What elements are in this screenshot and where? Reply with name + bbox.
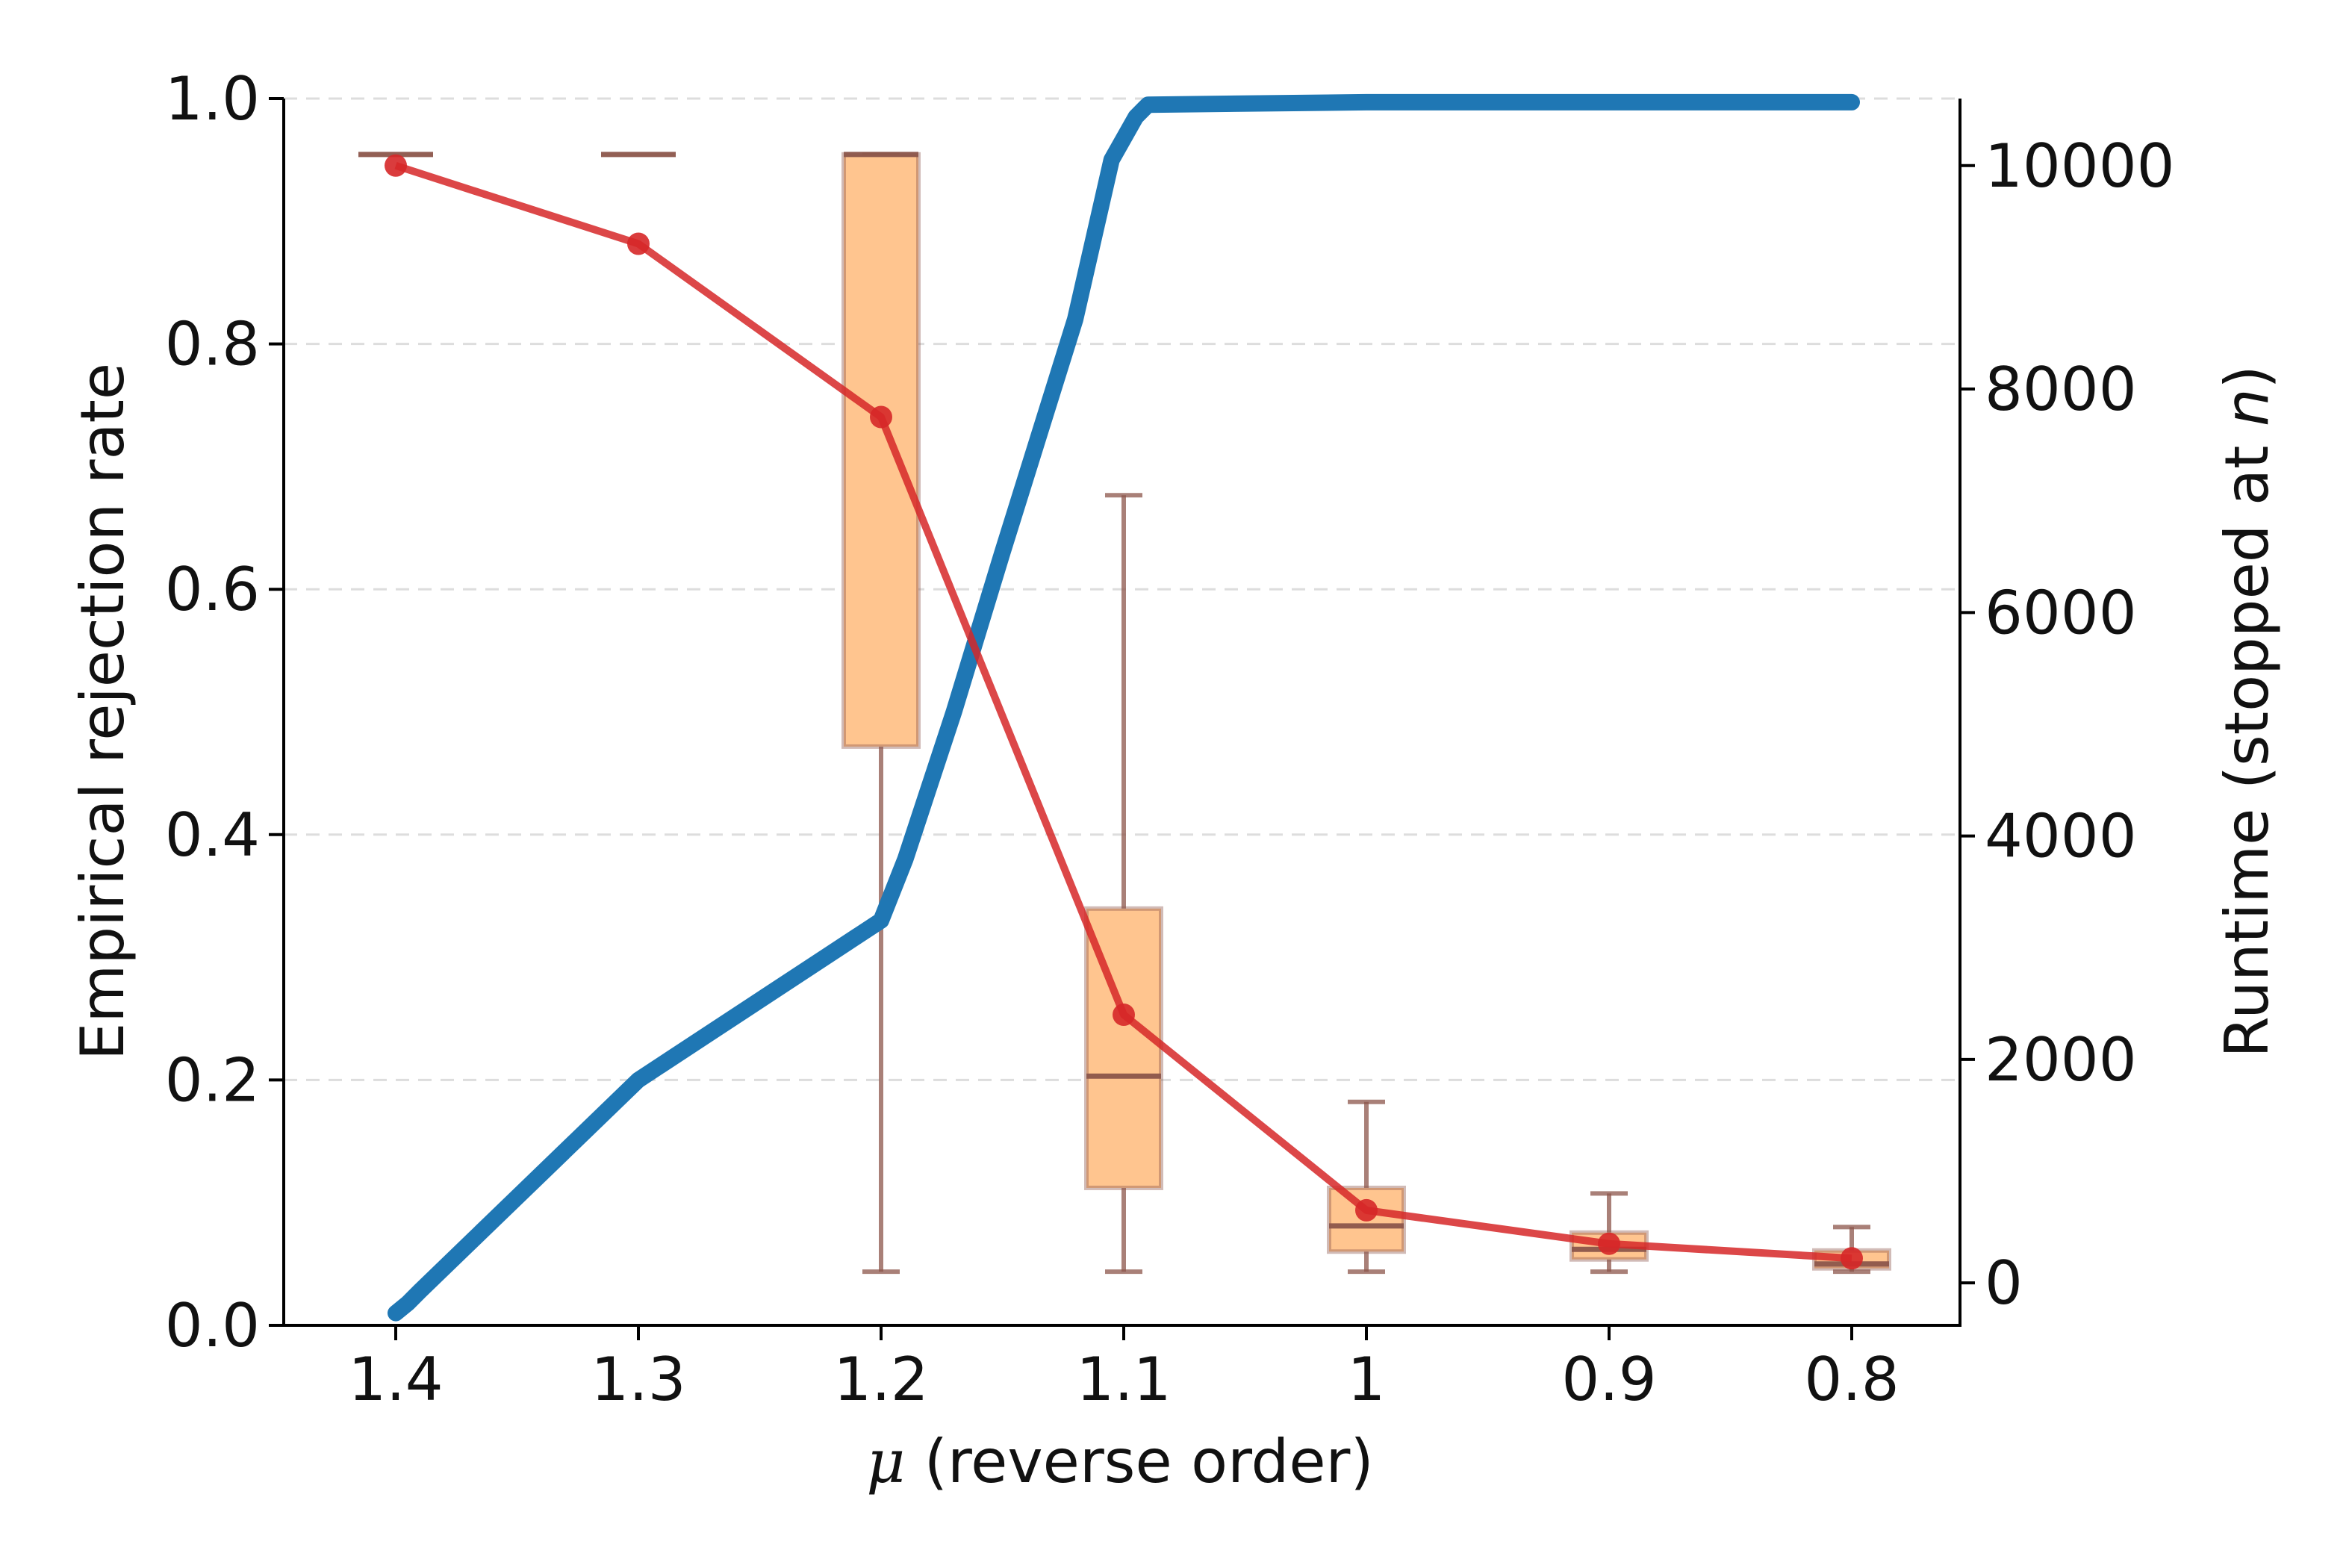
y2-tick-label: 8000	[1985, 355, 2137, 424]
runtime-point	[627, 232, 650, 255]
y2-axis-suffix: )	[2212, 365, 2282, 388]
series-lines	[385, 93, 1863, 1322]
y2-tick-label: 10000	[1985, 131, 2175, 201]
x-tick-label: 1.3	[591, 1345, 685, 1414]
runtime-point	[385, 154, 407, 177]
y-tick-label: 0.2	[165, 1045, 260, 1115]
y2-axis-text: Runtime (stopped at	[2212, 426, 2282, 1058]
runtime-point	[1355, 1198, 1378, 1222]
y-tick-label: 0.8	[165, 310, 260, 379]
runtime-point	[1841, 1247, 1863, 1270]
y2-tick-label: 6000	[1985, 578, 2137, 647]
y2-tick-label: 0	[1985, 1248, 2023, 1318]
x-tick-label: 1	[1348, 1345, 1386, 1414]
axes	[282, 99, 1961, 1327]
boxplot-box	[841, 152, 921, 749]
y-tick-label: 0.4	[165, 800, 260, 870]
boxplots	[358, 152, 1891, 1275]
y-tick-label: 0.0	[165, 1291, 260, 1360]
boxplot-box	[1327, 1185, 1406, 1254]
y-tick-label: 1.0	[165, 64, 260, 134]
tick-labels: 0.0 0.2 0.4 0.6 0.8 1.0 0 2000 4000 6000 8000 10000…	[165, 64, 2175, 1414]
y-axis-title: Empirical rejection rate	[68, 363, 137, 1060]
y2-tick-label: 4000	[1985, 802, 2137, 871]
x-tick-label: 1.1	[1076, 1345, 1171, 1414]
y2-axis-symbol: n	[2212, 388, 2282, 426]
x-tick-label: 1.2	[833, 1345, 928, 1414]
x-tick-label: 0.8	[1804, 1345, 1899, 1414]
runtime-point	[870, 405, 892, 429]
y2-axis-title: Runtime (stopped at n)	[2212, 365, 2282, 1058]
y2-tick-label: 2000	[1985, 1025, 2137, 1095]
x-axis-title: μ (reverse order)	[866, 1427, 1373, 1496]
runtime-point	[1598, 1232, 1620, 1255]
y-tick-label: 0.6	[165, 555, 260, 624]
x-axis-text: (reverse order)	[905, 1427, 1373, 1496]
runtime-point	[1113, 1004, 1135, 1027]
rejection-rate-line	[388, 93, 1860, 1322]
x-axis-symbol: μ	[866, 1427, 905, 1496]
x-tick-label: 0.9	[1561, 1345, 1656, 1414]
x-tick-label: 1.4	[348, 1345, 443, 1414]
